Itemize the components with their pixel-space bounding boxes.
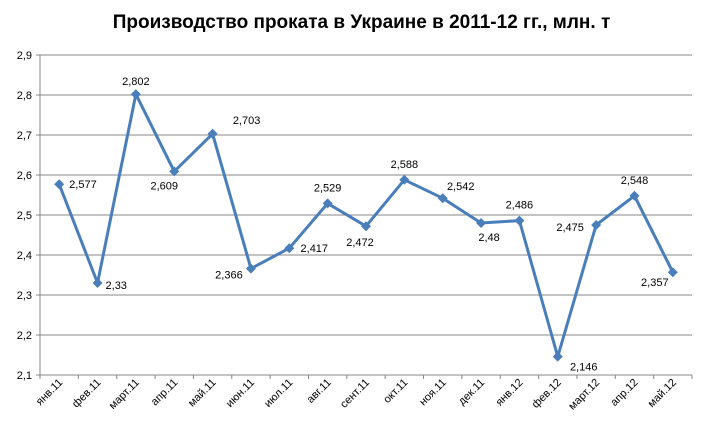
data-label: 2,472 — [346, 237, 374, 249]
data-label: 2,802 — [122, 76, 150, 88]
x-tick-label: июн.11 — [224, 377, 257, 410]
data-point — [399, 174, 410, 185]
x-tick-label: дек.11 — [456, 377, 487, 408]
y-tick-label: 2,7 — [17, 130, 32, 142]
data-label: 2,48 — [478, 232, 499, 244]
data-point — [130, 89, 141, 100]
data-label: 2,486 — [506, 200, 534, 212]
data-point — [322, 198, 333, 209]
data-label: 2,417 — [301, 243, 329, 255]
y-tick-label: 2,8 — [17, 90, 32, 102]
data-label: 2,588 — [391, 159, 419, 171]
x-tick-label: май.11 — [186, 377, 219, 410]
y-tick-label: 2,1 — [17, 370, 32, 382]
data-label: 2,577 — [69, 179, 97, 191]
data-point — [284, 243, 295, 254]
y-tick-label: 2,9 — [17, 50, 32, 62]
data-point — [437, 193, 448, 204]
x-tick-label: апр.11 — [149, 377, 181, 409]
x-tick-label: июл.11 — [262, 377, 295, 410]
x-tick-label: апр.12 — [608, 377, 640, 409]
data-point — [169, 166, 180, 177]
data-label: 2,357 — [641, 277, 669, 289]
data-label: 2,548 — [621, 175, 649, 187]
x-tick-label: фев.12 — [530, 377, 564, 411]
data-point — [54, 179, 65, 190]
y-tick-label: 2,2 — [17, 330, 32, 342]
x-tick-label: сент.11 — [338, 377, 372, 411]
y-tick-label: 2,3 — [17, 290, 32, 302]
x-tick-label: окт.11 — [381, 377, 410, 406]
data-point — [361, 221, 371, 232]
x-tick-label: май.12 — [646, 377, 679, 410]
data-point — [245, 263, 256, 274]
data-label: 2,529 — [314, 182, 342, 194]
y-tick-label: 2,4 — [17, 250, 32, 262]
x-tick-label: янв.12 — [494, 377, 526, 409]
y-tick-label: 2,5 — [17, 210, 32, 222]
data-point — [476, 218, 487, 228]
x-tick-label: янв.11 — [34, 377, 65, 408]
x-tick-label: авг.11 — [305, 377, 334, 406]
data-label: 2,146 — [570, 362, 598, 374]
chart-title: Производство проката в Украине в 2011-12… — [112, 12, 611, 33]
data-label: 2,542 — [447, 181, 475, 193]
data-point — [552, 351, 563, 362]
x-tick-label: март.11 — [107, 377, 142, 412]
data-point — [514, 215, 525, 226]
data-label: 2,33 — [106, 280, 127, 292]
data-label: 2,703 — [233, 115, 261, 127]
data-point — [207, 128, 218, 139]
data-point — [629, 190, 640, 201]
data-point — [92, 278, 103, 288]
data-point — [667, 267, 678, 278]
x-tick-label: фев.11 — [70, 377, 104, 411]
data-label: 2,609 — [150, 180, 178, 192]
x-tick-label: март.12 — [566, 377, 602, 413]
data-label: 2,366 — [215, 270, 243, 282]
data-point — [591, 220, 602, 230]
y-tick-label: 2,6 — [17, 170, 32, 182]
data-label: 2,475 — [556, 222, 584, 234]
x-tick-label: ноя.11 — [417, 377, 449, 409]
